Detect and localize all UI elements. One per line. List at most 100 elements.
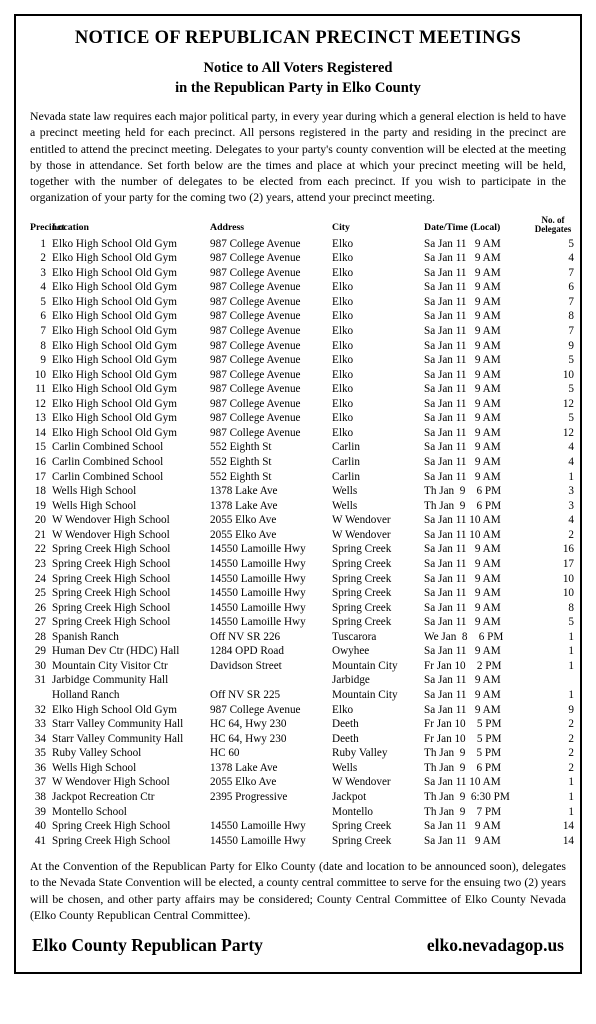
cell-location: Spring Creek High School [52,819,210,834]
cell-date: Sa Jan 11 9 AM [424,397,532,412]
subtitle-line-1: Notice to All Voters Registered [30,59,566,79]
cell-delegates: 16 [532,542,574,557]
cell-date: Fr Jan 10 5 PM [424,717,532,732]
cell-date: Th Jan 9 6 PM [424,499,532,514]
cell-date: Sa Jan 11 10 AM [424,513,532,528]
cell-address: 987 College Avenue [210,309,332,324]
cell-address: 987 College Avenue [210,280,332,295]
th-delegates-bot: Delegates [535,224,571,234]
cell-city: Jackpot [332,790,424,805]
cell-address: 2055 Elko Ave [210,513,332,528]
cell-address: 1284 OPD Road [210,644,332,659]
table-row: 31Jarbidge Community HallJarbidgeSa Jan … [30,673,574,688]
cell-address: 552 Eighth St [210,455,332,470]
cell-delegates: 17 [532,557,574,572]
cell-delegates: 9 [532,339,574,354]
cell-delegates: 2 [532,746,574,761]
cell-date: Sa Jan 11 9 AM [424,295,532,310]
cell-date: Sa Jan 11 9 AM [424,237,532,252]
cell-location: Elko High School Old Gym [52,411,210,426]
cell-location: Montello School [52,805,210,820]
cell-precinct: 32 [30,703,52,718]
th-address: Address [210,216,332,237]
cell-location: Elko High School Old Gym [52,397,210,412]
cell-location: W Wendover High School [52,775,210,790]
cell-precinct: 2 [30,251,52,266]
cell-delegates: 14 [532,819,574,834]
cell-precinct: 23 [30,557,52,572]
table-row: 40Spring Creek High School14550 Lamoille… [30,819,574,834]
cell-delegates: 9 [532,703,574,718]
cell-city: Carlin [332,455,424,470]
table-row: 26Spring Creek High School14550 Lamoille… [30,601,574,616]
cell-delegates: 1 [532,790,574,805]
table-row: 23Spring Creek High School14550 Lamoille… [30,557,574,572]
cell-address: Off NV SR 225 [210,688,332,703]
cell-city: Carlin [332,470,424,485]
cell-location: Elko High School Old Gym [52,266,210,281]
intro-paragraph: Nevada state law requires each major pol… [30,108,566,206]
cell-precinct: 37 [30,775,52,790]
cell-location: Ruby Valley School [52,746,210,761]
table-row: 24Spring Creek High School14550 Lamoille… [30,572,574,587]
cell-delegates [532,673,574,688]
cell-address: 1378 Lake Ave [210,484,332,499]
cell-address: 987 College Avenue [210,411,332,426]
cell-address: 987 College Avenue [210,237,332,252]
cell-address: 987 College Avenue [210,266,332,281]
table-row: 39Montello SchoolMontelloTh Jan 9 7 PM1 [30,805,574,820]
cell-date: Sa Jan 11 9 AM [424,601,532,616]
cell-date: Sa Jan 11 9 AM [424,309,532,324]
cell-delegates: 6 [532,280,574,295]
cell-address: 14550 Lamoille Hwy [210,819,332,834]
table-row: 2Elko High School Old Gym987 College Ave… [30,251,574,266]
cell-date: Sa Jan 11 9 AM [424,703,532,718]
cell-address: 14550 Lamoille Hwy [210,542,332,557]
table-row: 19Wells High School1378 Lake AveWellsTh … [30,499,574,514]
cell-location: Elko High School Old Gym [52,426,210,441]
cell-city: Spring Creek [332,572,424,587]
cell-city: Spring Creek [332,542,424,557]
cell-delegates: 10 [532,572,574,587]
cell-precinct: 24 [30,572,52,587]
cell-city: Elko [332,382,424,397]
cell-address: 14550 Lamoille Hwy [210,557,332,572]
table-row: 16Carlin Combined School552 Eighth StCar… [30,455,574,470]
cell-city: Elko [332,426,424,441]
cell-date: Sa Jan 11 9 AM [424,368,532,383]
cell-location: Carlin Combined School [52,470,210,485]
cell-date: Sa Jan 11 9 AM [424,557,532,572]
cell-location: Starr Valley Community Hall [52,732,210,747]
cell-delegates: 2 [532,717,574,732]
cell-date: Sa Jan 11 9 AM [424,615,532,630]
cell-location: Elko High School Old Gym [52,324,210,339]
cell-location: Elko High School Old Gym [52,353,210,368]
table-row: 13Elko High School Old Gym987 College Av… [30,411,574,426]
cell-date: Sa Jan 11 9 AM [424,542,532,557]
table-row: 12Elko High School Old Gym987 College Av… [30,397,574,412]
cell-city: Elko [332,411,424,426]
cell-precinct: 40 [30,819,52,834]
cell-city: Jarbidge [332,673,424,688]
cell-location: Carlin Combined School [52,455,210,470]
cell-address: 987 College Avenue [210,295,332,310]
cell-delegates: 8 [532,601,574,616]
cell-delegates: 7 [532,324,574,339]
cell-city: Carlin [332,440,424,455]
cell-precinct: 4 [30,280,52,295]
cell-precinct [30,688,52,703]
page-title: NOTICE OF REPUBLICAN PRECINCT MEETINGS [30,28,566,49]
table-row: 15Carlin Combined School552 Eighth StCar… [30,440,574,455]
cell-location: Elko High School Old Gym [52,280,210,295]
cell-precinct: 28 [30,630,52,645]
cell-location: Mountain City Visitor Ctr [52,659,210,674]
cell-date: Sa Jan 11 9 AM [424,251,532,266]
table-row: 14Elko High School Old Gym987 College Av… [30,426,574,441]
cell-precinct: 12 [30,397,52,412]
cell-precinct: 8 [30,339,52,354]
table-row: 33Starr Valley Community HallHC 64, Hwy … [30,717,574,732]
table-row: 32Elko High School Old Gym987 College Av… [30,703,574,718]
table-row: 9Elko High School Old Gym987 College Ave… [30,353,574,368]
outro-paragraph: At the Convention of the Republican Part… [30,858,566,923]
table-row: 7Elko High School Old Gym987 College Ave… [30,324,574,339]
